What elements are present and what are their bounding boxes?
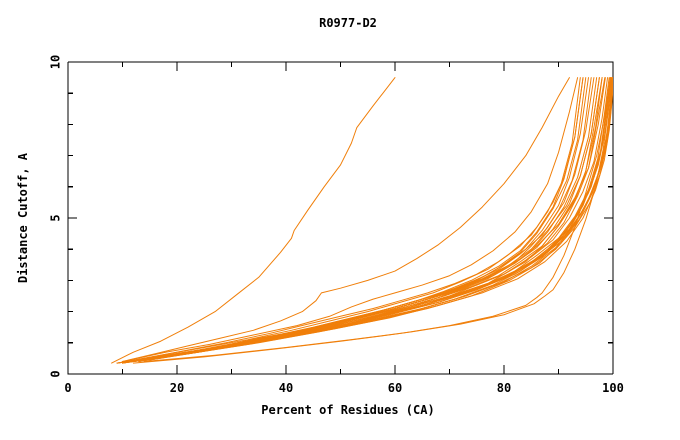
x-tick-label: 40 [279,381,293,395]
x-axis-label: Percent of Residues (CA) [261,403,434,417]
curve-model-outlier-2 [122,77,570,363]
curve-model-32-lowband [143,77,613,363]
chart-title: R0977-D2 [319,16,377,30]
curve-model-4 [127,77,584,363]
x-tick-label: 80 [497,381,511,395]
x-tick-label: 0 [64,381,71,395]
curve-model-18 [116,77,606,364]
x-tick-label: 100 [602,381,624,395]
x-tick-label: 60 [388,381,402,395]
curve-model-30 [154,77,613,359]
y-tick-label: 5 [49,214,63,221]
curve-model-3 [122,77,579,363]
x-tick-label: 20 [170,381,184,395]
curve-model-6 [116,77,581,364]
data-curves [111,77,613,364]
y-axis-label: Distance Cutoff, A [16,152,30,283]
y-tick-label: 0 [49,370,63,377]
y-tick-label: 10 [49,55,63,69]
curve-model-27 [143,77,613,361]
x-axis-tick-labels: 0 20 40 60 80 100 [64,381,623,395]
curve-model-outlier-1 [111,77,396,364]
axis-ticks [67,61,614,375]
y-axis-tick-labels: 0 5 10 [49,55,63,378]
